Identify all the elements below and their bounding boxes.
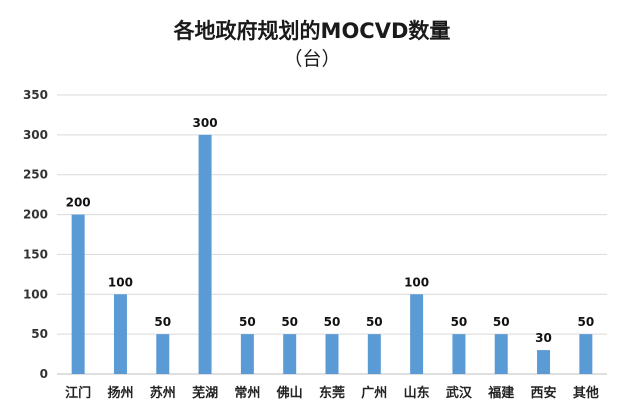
y-tick-label: 300 [23, 128, 48, 142]
bar [325, 334, 339, 374]
bar [198, 134, 212, 374]
chart-title: 各地政府规划的MOCVD数量 [173, 19, 451, 43]
x-tick-label: 江门 [65, 385, 91, 401]
y-tick-label: 100 [23, 287, 48, 301]
x-tick-label: 福建 [487, 385, 514, 401]
data-label: 300 [193, 116, 218, 130]
data-label: 100 [404, 275, 429, 289]
x-tick-label: 苏州 [150, 385, 176, 401]
label-layer: 0 50 100 150 200 250 300 350 200 江门 100 扬州 50 苏州 300 芜湖… [23, 88, 599, 401]
bar [156, 334, 170, 374]
data-label: 50 [493, 315, 510, 329]
x-tick-label: 佛山 [276, 385, 303, 401]
x-tick-label: 芜湖 [192, 385, 218, 401]
data-label: 50 [281, 315, 298, 329]
y-tick-label: 250 [23, 168, 48, 182]
x-tick-label: 常州 [234, 385, 260, 401]
chart-subtitle: （台） [283, 48, 341, 70]
bar [494, 334, 508, 374]
bar [113, 294, 127, 374]
bar [410, 294, 424, 374]
data-label: 50 [154, 315, 171, 329]
data-label: 50 [239, 315, 256, 329]
data-label: 30 [535, 331, 552, 345]
x-tick-label: 东莞 [319, 385, 345, 401]
data-label: 50 [324, 315, 341, 329]
bar [240, 334, 254, 374]
x-tick-label: 山东 [404, 385, 430, 401]
data-label: 50 [366, 315, 383, 329]
bar [71, 214, 85, 374]
x-tick-label: 西安 [531, 385, 557, 401]
y-tick-label: 0 [40, 367, 48, 381]
x-tick-label: 扬州 [107, 385, 133, 401]
x-tick-label: 广州 [361, 385, 387, 401]
bar [537, 350, 551, 374]
x-tick-label: 武汉 [446, 385, 473, 401]
bar [367, 334, 381, 374]
y-tick-label: 350 [23, 88, 48, 102]
bar [283, 334, 297, 374]
y-tick-label: 50 [31, 327, 48, 341]
bar-layer [71, 134, 593, 374]
bar [579, 334, 593, 374]
grid-layer [57, 94, 607, 375]
x-tick-label: 其他 [573, 385, 599, 401]
y-tick-label: 200 [23, 208, 48, 222]
bar [452, 334, 466, 374]
data-label: 50 [451, 315, 468, 329]
data-label: 100 [108, 275, 133, 289]
y-tick-label: 150 [23, 247, 48, 261]
data-label: 50 [577, 315, 594, 329]
data-label: 200 [66, 196, 91, 210]
